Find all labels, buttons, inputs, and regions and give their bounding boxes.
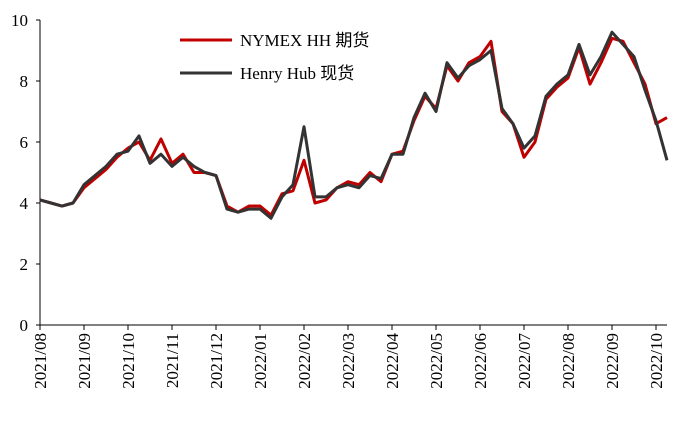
x-tick-label: 2022/10 (647, 333, 666, 389)
x-tick-label: 2021/12 (207, 333, 226, 389)
x-tick-label: 2021/08 (31, 333, 50, 389)
y-tick-label: 6 (20, 133, 29, 152)
x-tick-label: 2021/10 (119, 333, 138, 389)
x-tick-label: 2021/09 (75, 333, 94, 389)
legend-label: NYMEX HH 期货 (240, 31, 369, 50)
x-tick-label: 2022/06 (471, 333, 490, 389)
x-tick-label: 2022/05 (427, 333, 446, 389)
x-tick-label: 2021/11 (163, 333, 182, 388)
x-tick-label: 2022/09 (603, 333, 622, 389)
y-tick-label: 8 (20, 72, 29, 91)
x-tick-label: 2022/03 (339, 333, 358, 389)
legend-label: Henry Hub 现货 (240, 64, 354, 83)
x-tick-label: 2022/07 (515, 333, 534, 389)
y-tick-label: 2 (20, 255, 29, 274)
x-tick-label: 2022/02 (295, 333, 314, 389)
x-tick-label: 2022/01 (251, 333, 270, 389)
x-tick-label: 2022/08 (559, 333, 578, 389)
y-tick-label: 4 (20, 194, 29, 213)
y-tick-label: 0 (20, 316, 29, 335)
y-tick-label: 10 (11, 11, 28, 30)
x-tick-label: 2022/04 (383, 333, 402, 389)
series-line (39, 30, 669, 220)
